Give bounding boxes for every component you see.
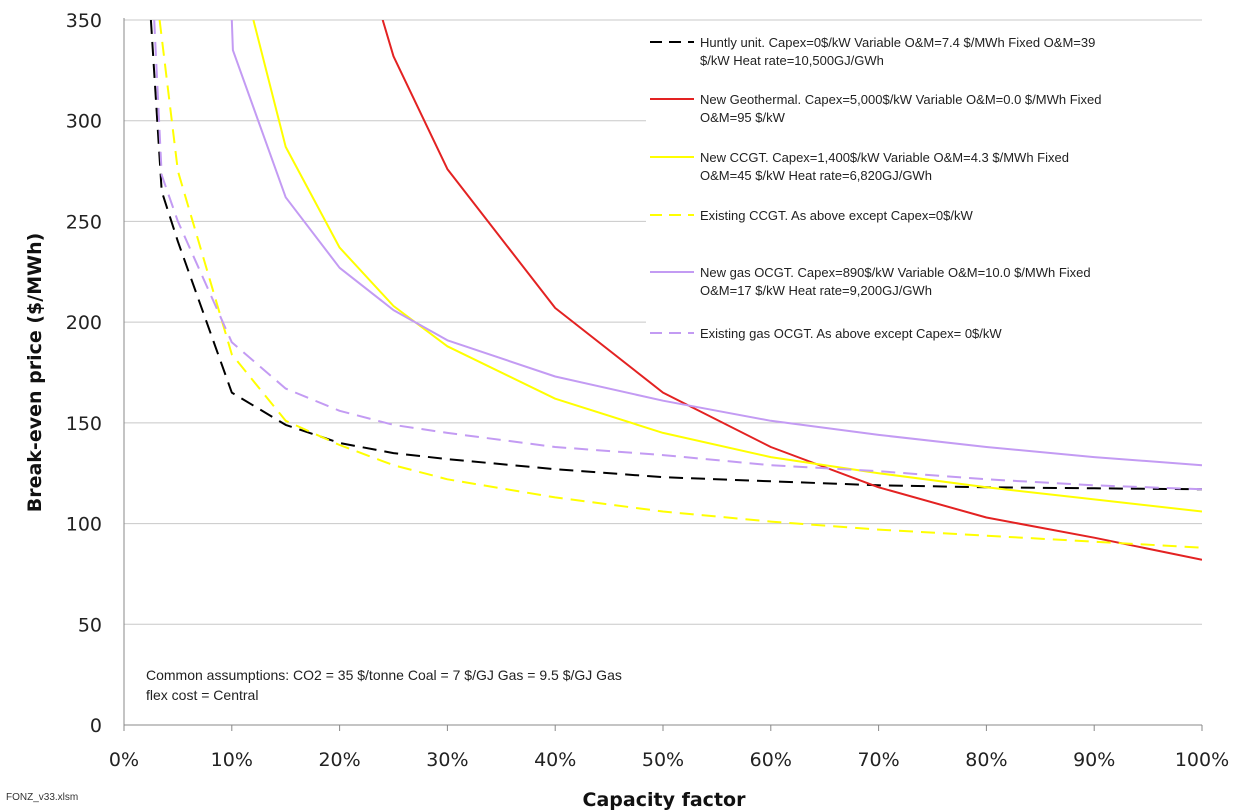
series-line-3 <box>252 20 1202 513</box>
y-tick-label: 350 <box>66 10 102 32</box>
y-tick-label: 50 <box>78 614 102 636</box>
legend-label-2: New Geothermal. Capex=5,000$/kW Variable… <box>700 92 1102 107</box>
assumptions-note-line: Common assumptions: CO2 = 35 $/tonne Coa… <box>146 667 622 683</box>
legend: Huntly unit. Capex=0$/kW Variable O&M=7.… <box>650 35 1102 341</box>
series-line-5 <box>230 20 1202 467</box>
x-tick-label: 50% <box>642 749 684 771</box>
legend-background <box>646 28 1206 350</box>
legend-label-3: New CCGT. Capex=1,400$/kW Variable O&M=4… <box>700 150 1069 165</box>
series-line-6 <box>153 20 1202 491</box>
series-line-4 <box>158 20 1202 549</box>
x-tick-label: 10% <box>211 749 253 771</box>
x-tick-label: 40% <box>534 749 576 771</box>
x-tick-label: 100% <box>1175 749 1229 771</box>
y-axis-title: Break-even price ($/MWh) <box>24 233 46 513</box>
source-file-label: FONZ_v33.xlsm <box>6 792 79 803</box>
y-tick-label: 0 <box>90 715 102 737</box>
x-tick-label: 80% <box>965 749 1007 771</box>
series-lines <box>149 20 1202 561</box>
axis-labels: 0 50 100 150 200 250 300 350 0% 10% 20% 30% 40% 50% 60… <box>24 10 1229 811</box>
legend-box <box>646 28 1206 350</box>
assumptions-note: Common assumptions: CO2 = 35 $/tonne Coa… <box>146 667 622 703</box>
legend-label-3: O&M=45 $/kW Heat rate=6,820GJ/GWh <box>700 168 932 183</box>
x-tick-label: 90% <box>1073 749 1115 771</box>
legend-label-2: O&M=95 $/kW <box>700 110 786 125</box>
x-tick-label: 20% <box>318 749 360 771</box>
legend-label-1: $/kW Heat rate=10,500GJ/GWh <box>700 53 884 68</box>
y-tick-label: 150 <box>66 413 102 435</box>
legend-label-5: New gas OCGT. Capex=890$/kW Variable O&M… <box>700 265 1091 280</box>
y-tick-label: 200 <box>66 312 102 334</box>
axes <box>123 18 1203 731</box>
series-line-2 <box>381 20 1202 561</box>
legend-label-1: Huntly unit. Capex=0$/kW Variable O&M=7.… <box>700 35 1095 50</box>
x-axis-title: Capacity factor <box>583 789 747 811</box>
x-tick-label: 70% <box>857 749 899 771</box>
legend-label-6: Existing gas OCGT. As above except Capex… <box>700 326 1002 341</box>
y-tick-label: 100 <box>66 514 102 536</box>
y-tick-label: 250 <box>66 211 102 233</box>
y-tick-label: 300 <box>66 111 102 133</box>
assumptions-note-line: flex cost = Central <box>146 687 258 703</box>
x-tick-label: 0% <box>109 749 139 771</box>
series-line-1 <box>149 20 1202 491</box>
x-tick-label: 30% <box>426 749 468 771</box>
legend-label-5: O&M=17 $/kW Heat rate=9,200GJ/GWh <box>700 283 932 298</box>
legend-label-4: Existing CCGT. As above except Capex=0$/… <box>700 208 973 223</box>
x-tick-label: 60% <box>750 749 792 771</box>
